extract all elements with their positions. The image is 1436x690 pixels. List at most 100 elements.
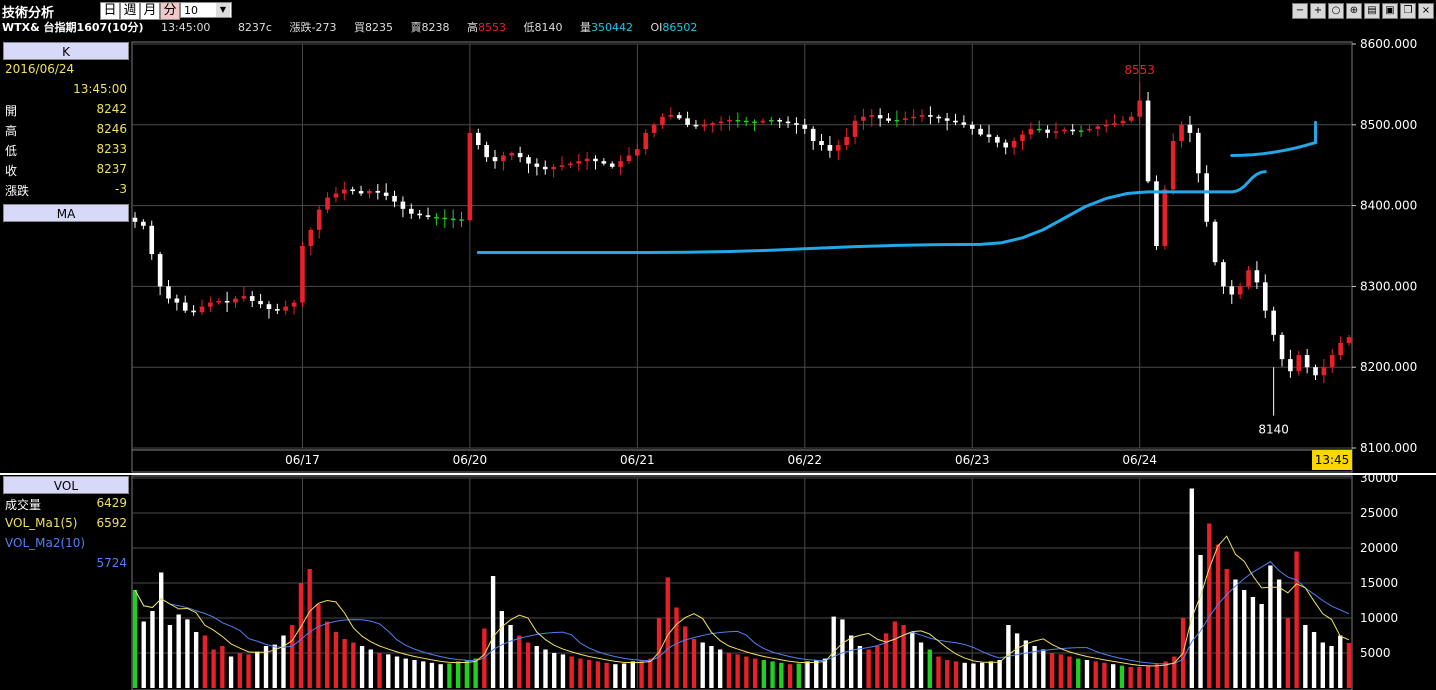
candle-body xyxy=(702,124,707,127)
candle-body xyxy=(283,306,289,311)
volume-bar xyxy=(342,639,347,688)
volume-bar xyxy=(1058,654,1063,688)
candle-body xyxy=(291,302,297,307)
candle-body xyxy=(350,189,355,192)
candle-body xyxy=(208,302,213,307)
volume-bar xyxy=(202,635,208,688)
candle-body xyxy=(1045,129,1050,133)
volume-bar xyxy=(211,649,216,688)
candle-body xyxy=(526,157,531,164)
quote-time: 13:45:00 xyxy=(161,21,211,34)
candle-body xyxy=(568,163,573,166)
vol-header: VOL xyxy=(3,476,129,494)
candle-body xyxy=(1053,131,1059,133)
quote-volume-label: 量 xyxy=(579,21,591,34)
period-day-button[interactable]: 日 xyxy=(100,2,120,20)
volume-bar xyxy=(1215,544,1221,688)
candle-body xyxy=(894,119,900,122)
candle-body xyxy=(969,124,975,129)
volume-axis: 30000 25000 20000 15000 10000 5000 xyxy=(1360,471,1398,660)
candlestick-series: 8553 8140 xyxy=(132,63,1352,437)
print-icon[interactable]: ▤ xyxy=(1364,3,1380,19)
candle-body xyxy=(609,163,615,167)
zoom-out-icon[interactable]: ○ xyxy=(1328,3,1344,19)
volume-bar xyxy=(517,635,522,688)
candle-body xyxy=(1304,355,1310,368)
candle-body xyxy=(358,191,364,194)
low-label: 8140 xyxy=(1258,423,1289,437)
candle-body xyxy=(542,166,548,170)
period-week-button[interactable]: 週 xyxy=(120,2,140,20)
candle-body xyxy=(794,123,799,125)
volume-bar xyxy=(1259,604,1264,688)
volume-bar xyxy=(971,663,976,688)
period-month-button[interactable]: 月 xyxy=(140,2,160,20)
volume-bar xyxy=(429,662,435,688)
symbol-label: WTX& 台指期1607(10分) xyxy=(2,21,144,34)
chevron-down-icon[interactable]: ▼ xyxy=(216,3,230,17)
volume-bar xyxy=(1172,656,1177,688)
date-tick-label: 06/22 xyxy=(787,453,822,467)
volume-bar xyxy=(1189,488,1194,688)
volume-bar xyxy=(132,590,138,688)
volume-bar xyxy=(988,661,994,688)
date-tick-label: 06/23 xyxy=(955,453,990,467)
candle-body xyxy=(810,128,816,141)
volume-bar xyxy=(534,646,539,688)
candle-body xyxy=(1262,282,1268,311)
plus-icon[interactable]: + xyxy=(1310,3,1326,19)
volume-bar xyxy=(1198,555,1203,688)
candle-body xyxy=(1087,128,1092,131)
volume-bar xyxy=(578,658,583,688)
volume-bar xyxy=(447,663,452,688)
quote-high-label: 高 xyxy=(466,21,478,34)
k-header: K xyxy=(3,42,129,60)
candle-body xyxy=(1204,173,1209,222)
app-title: 技術分析 xyxy=(2,6,55,21)
candle-body xyxy=(886,118,891,121)
zoom-in-icon[interactable]: ⊕ xyxy=(1346,3,1362,19)
volume-bar xyxy=(1268,565,1273,688)
candle-body xyxy=(517,153,523,158)
candle-body xyxy=(626,155,632,162)
candle-body xyxy=(710,123,715,125)
period-minute-button[interactable]: 分 xyxy=(160,2,180,20)
volume-bar xyxy=(1145,665,1151,688)
candle-body xyxy=(1296,355,1302,372)
volume-bar xyxy=(709,646,714,688)
volume-bar xyxy=(394,656,400,688)
candle-body xyxy=(1036,128,1042,131)
volume-bar xyxy=(1346,642,1352,688)
candle-body xyxy=(911,116,916,119)
volume-bar xyxy=(796,663,801,688)
candle-body xyxy=(141,221,146,226)
candle-body xyxy=(1162,189,1168,246)
interval-select[interactable]: 10 ▼ xyxy=(180,2,232,18)
candle-body xyxy=(450,218,456,221)
restore-icon[interactable]: ❐ xyxy=(1400,3,1416,19)
minus-icon[interactable]: − xyxy=(1292,3,1308,19)
candle-body xyxy=(651,124,657,133)
volume-tick-label: 5000 xyxy=(1360,646,1391,660)
candle-body xyxy=(584,158,590,162)
wedge-top xyxy=(1230,120,1318,158)
candle-body xyxy=(1212,221,1218,263)
candle-body xyxy=(576,161,582,164)
price-tick-label: 8600.000 xyxy=(1360,37,1417,51)
candle-body xyxy=(417,213,422,216)
candle-body xyxy=(1020,134,1025,141)
quote-last: 8237c xyxy=(237,21,272,34)
candle-body xyxy=(785,121,791,124)
vol-ma1-value: 6592 xyxy=(96,516,127,530)
close-icon[interactable]: × xyxy=(1418,3,1434,19)
volume-bar xyxy=(246,654,251,688)
volume-bar xyxy=(1032,646,1037,688)
open-value: 8242 xyxy=(96,102,127,116)
save-icon[interactable]: ▣ xyxy=(1382,3,1398,19)
volume-bar xyxy=(490,576,496,688)
info-time: 13:45:00 xyxy=(73,82,127,96)
candle-body xyxy=(827,145,833,151)
volume-bar xyxy=(1242,590,1247,688)
volume-bar xyxy=(683,626,688,688)
volume-tick-label: 25000 xyxy=(1360,506,1398,520)
